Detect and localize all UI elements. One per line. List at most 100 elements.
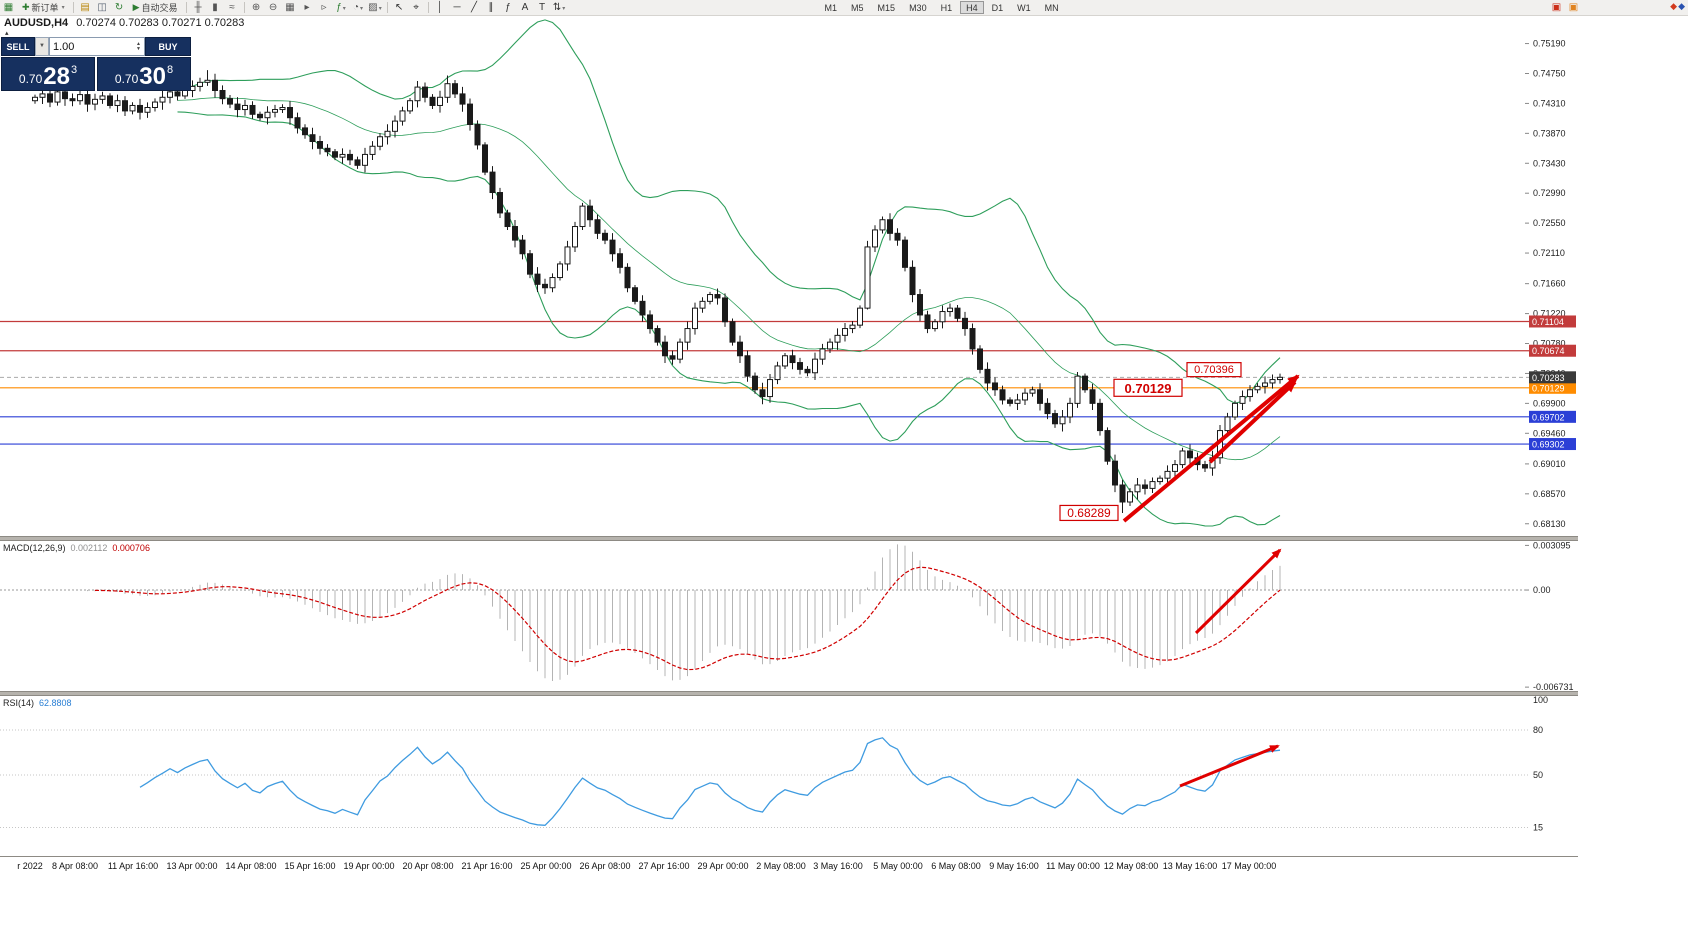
trendline-icon[interactable]: ╱ bbox=[471, 2, 478, 13]
price-annotation-0.70396[interactable]: 0.70396 bbox=[1186, 362, 1242, 378]
toolbar-separator bbox=[386, 2, 388, 13]
new-chart-icon[interactable]: ▦ bbox=[3, 2, 14, 13]
panel-splitter-1[interactable] bbox=[0, 536, 1578, 541]
buy-price-big: 30 bbox=[139, 63, 166, 90]
buy-price-display[interactable]: 0.70 30 8 bbox=[97, 57, 191, 91]
svg-text:0.69010: 0.69010 bbox=[1533, 459, 1566, 469]
time-label: 17 May 00:00 bbox=[1221, 861, 1277, 871]
templates-icon[interactable]: ▨▾ bbox=[368, 2, 382, 13]
buy-button[interactable]: BUY bbox=[145, 37, 191, 56]
macd-scale[interactable]: 0.003095 0.00 -0.006731 bbox=[1525, 541, 1574, 691]
horizontal-line-icon[interactable]: ─ bbox=[453, 2, 461, 13]
text-icon[interactable]: A bbox=[521, 2, 529, 13]
svg-text:0.68130: 0.68130 bbox=[1533, 519, 1566, 529]
price-badge-0.69702: 0.69702 bbox=[1529, 410, 1576, 423]
buy-price-main: 0.70 bbox=[114, 72, 139, 86]
svg-text:0.69900: 0.69900 bbox=[1533, 398, 1566, 408]
time-label: 12 May 08:00 bbox=[1103, 861, 1159, 871]
svg-text:0.75190: 0.75190 bbox=[1533, 39, 1566, 49]
time-label: 11 Apr 16:00 bbox=[107, 861, 159, 871]
price-annotation-0.68289[interactable]: 0.68289 bbox=[1059, 504, 1119, 522]
macd-main-value: 0.002112 bbox=[70, 543, 108, 553]
time-label: 11 May 00:00 bbox=[1046, 861, 1100, 871]
timeframe-m1[interactable]: M1 bbox=[824, 3, 838, 13]
rsi-name: RSI(14) bbox=[3, 698, 35, 708]
autotrade-button[interactable]: ▶ 自动交易 bbox=[129, 1, 182, 14]
symbol-timeframe-label: AUDUSD,H4 bbox=[4, 17, 69, 29]
trade-panel-toggle[interactable]: ▴ bbox=[5, 30, 9, 37]
periods-icon[interactable]: ◔▾ bbox=[352, 2, 364, 13]
price-badge-0.70674: 0.70674 bbox=[1529, 344, 1576, 357]
time-label: 2 May 08:00 bbox=[756, 861, 806, 871]
profiles-icon[interactable]: ▤ bbox=[80, 2, 90, 13]
rsi-panel-canvas[interactable]: 100 80 50 15 bbox=[0, 696, 1688, 856]
volume-stepper[interactable]: ▲ ▼ bbox=[136, 40, 141, 52]
timeframe-m30[interactable]: M30 bbox=[909, 3, 927, 13]
price-badge-0.71104: 0.71104 bbox=[1529, 315, 1576, 328]
buy-price-sup: 8 bbox=[166, 64, 174, 76]
arrows-tool-icon[interactable]: ⇅▾ bbox=[552, 2, 566, 13]
sell-price-sup: 3 bbox=[70, 64, 78, 76]
line-chart-icon[interactable]: ≈ bbox=[229, 2, 235, 13]
timeframe-m15[interactable]: M15 bbox=[877, 3, 896, 13]
time-label: 20 Apr 08:00 bbox=[402, 861, 454, 871]
price-scale[interactable]: 0.75190 0.74750 0.74310 0.73870 0.73430 0.729… bbox=[1525, 39, 1566, 529]
vertical-line-icon[interactable]: │ bbox=[436, 2, 444, 13]
timeframe-h1[interactable]: H1 bbox=[940, 3, 953, 13]
indicators-icon[interactable]: ƒ▾ bbox=[336, 2, 346, 13]
timeframe-d1[interactable]: D1 bbox=[991, 3, 1004, 13]
auto-scroll-icon[interactable]: ▸ bbox=[304, 2, 310, 13]
svg-text:0.71104: 0.71104 bbox=[1532, 317, 1564, 327]
crosshair-icon[interactable]: ⌖ bbox=[413, 2, 419, 13]
cursor-icon[interactable]: ↖ bbox=[394, 2, 404, 13]
timeframe-h4[interactable]: H4 bbox=[960, 1, 984, 14]
svg-text:0.73430: 0.73430 bbox=[1533, 158, 1566, 168]
app-logo-blue-icon: ◆ bbox=[1678, 1, 1685, 11]
price-annotation-0.70129[interactable]: 0.70129 bbox=[1113, 378, 1183, 397]
time-label: 26 Apr 08:00 bbox=[579, 861, 631, 871]
bar-chart-icon[interactable]: ╫ bbox=[194, 2, 202, 13]
new-order-button-label: 新订单 bbox=[31, 3, 59, 13]
charts-grid-icon[interactable]: ◫ bbox=[97, 2, 107, 13]
candlestick-chart-icon[interactable]: ▮ bbox=[212, 2, 218, 13]
time-label: 9 May 16:00 bbox=[989, 861, 1039, 871]
svg-text:0.70129: 0.70129 bbox=[1532, 383, 1565, 393]
chart-shift-icon[interactable]: ▹ bbox=[321, 2, 327, 13]
macd-panel-canvas[interactable]: 0.003095 0.00 -0.006731 bbox=[0, 541, 1688, 691]
main-chart-canvas[interactable]: 0.75190 0.74750 0.74310 0.73870 0.73430 0.729… bbox=[0, 15, 1688, 536]
zoom-in-icon[interactable]: ⊕ bbox=[251, 2, 261, 13]
timeframe-mn[interactable]: MN bbox=[1044, 3, 1059, 13]
time-label: r 2022 bbox=[17, 861, 43, 871]
svg-text:0.72110: 0.72110 bbox=[1533, 248, 1565, 258]
svg-text:0.72550: 0.72550 bbox=[1533, 218, 1566, 228]
volume-field[interactable]: 1.00 ▲ ▼ bbox=[49, 37, 145, 56]
rsi-value: 62.8808 bbox=[39, 698, 72, 708]
news-icon[interactable]: ▣ bbox=[1568, 2, 1579, 13]
zoom-out-icon[interactable]: ⊖ bbox=[268, 2, 278, 13]
toolbar-right-icons: ▣ ▣ bbox=[1548, 1, 1582, 14]
new-order-button[interactable]: ✚ 新订单 ▾ bbox=[22, 2, 65, 13]
volume-type-dropdown[interactable]: ▼ bbox=[35, 37, 49, 56]
panel-splitter-2[interactable] bbox=[0, 691, 1578, 696]
macd-trend-arrow[interactable] bbox=[1194, 548, 1282, 635]
time-axis[interactable]: r 2022 8 Apr 08:00 11 Apr 16:00 13 Apr 00:0… bbox=[0, 856, 1578, 875]
svg-text:80: 80 bbox=[1533, 725, 1543, 735]
sell-price-display[interactable]: 0.70 28 3 bbox=[1, 57, 95, 91]
tile-windows-icon[interactable]: ▦ bbox=[285, 2, 295, 13]
trend-arrow-1[interactable] bbox=[1122, 374, 1300, 523]
timeframe-m5[interactable]: M5 bbox=[851, 3, 864, 13]
sell-button[interactable]: SELL bbox=[1, 37, 35, 56]
svg-text:0.70780: 0.70780 bbox=[1533, 339, 1566, 349]
time-label: 8 Apr 08:00 bbox=[51, 861, 99, 871]
rsi-trend-arrow[interactable] bbox=[1179, 744, 1280, 788]
label-icon[interactable]: T bbox=[538, 2, 546, 13]
new-order-button-icon: ✚ bbox=[22, 2, 30, 12]
time-label: 6 May 08:00 bbox=[931, 861, 981, 871]
timeframe-w1[interactable]: W1 bbox=[1017, 3, 1031, 13]
channel-icon[interactable]: ∥ bbox=[488, 2, 494, 13]
refresh-icon[interactable]: ↻ bbox=[114, 2, 124, 13]
fibonacci-icon[interactable]: ƒ bbox=[505, 2, 511, 13]
time-label: 29 Apr 00:00 bbox=[697, 861, 749, 871]
trend-arrow-2[interactable] bbox=[1208, 380, 1297, 464]
alert-icon[interactable]: ▣ bbox=[1551, 2, 1562, 13]
